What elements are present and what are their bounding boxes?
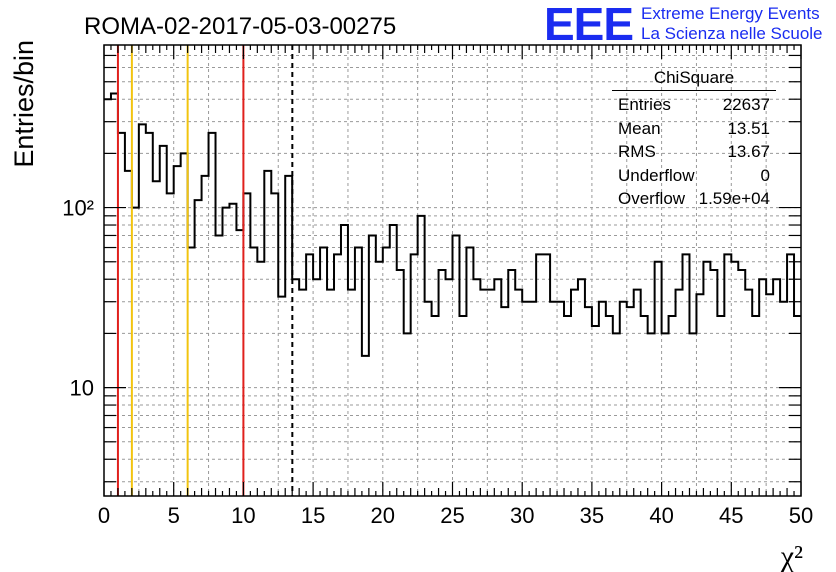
stats-title: ChiSquare — [612, 68, 776, 91]
histogram-bars — [104, 92, 801, 357]
stats-row-entries: Entries 22637 — [612, 93, 776, 117]
stats-label: Entries — [618, 95, 671, 114]
axis-ticks — [103, 45, 802, 496]
stats-label: RMS — [618, 142, 656, 161]
chart-title: ROMA-02-2017-05-03-00275 — [84, 13, 396, 40]
stats-label: Underflow — [618, 165, 695, 185]
stats-label: Mean — [618, 118, 661, 138]
x-tick-label: 10 — [231, 503, 255, 528]
eee-logo: EEE Extreme Energy Events La Scienza nel… — [544, 0, 823, 50]
grid-lines — [104, 45, 801, 496]
y-tick-label: 10² — [62, 196, 94, 221]
stats-value: 0 — [760, 165, 770, 185]
x-tick-label: 35 — [580, 503, 604, 528]
x-tick-label: 25 — [440, 503, 464, 528]
stats-row-overflow: Overflow 1.59e+04 — [612, 187, 776, 211]
stats-label: Overflow — [618, 189, 686, 208]
x-tick-label: 15 — [301, 503, 325, 528]
x-tick-label: 45 — [719, 503, 743, 528]
y-tick-label: 10 — [70, 376, 94, 401]
eee-logo-mark: EEE — [544, 0, 634, 50]
x-tick-label: 30 — [510, 503, 534, 528]
y-axis-label: Entries/bin — [9, 40, 39, 168]
x-tick-label: 20 — [371, 503, 395, 528]
stats-value: 1.59e+04 — [698, 189, 770, 208]
x-tick-labels: 0 5 10 15 20 25 30 35 40 45 50 — [98, 503, 813, 528]
stats-value: 22637 — [722, 95, 770, 114]
stats-box: ChiSquare Entries 22637 Mean 13.51 RMS 13.6… — [612, 68, 776, 211]
stats-value: 13.51 — [727, 118, 770, 138]
histogram-step-line — [104, 92, 801, 357]
reference-lines — [116, 45, 294, 496]
stats-row-mean: Mean 13.51 — [612, 117, 776, 141]
logo-line-1: Extreme Energy Events — [641, 4, 820, 23]
stats-row-rms: RMS 13.67 — [612, 140, 776, 164]
x-tick-label: 40 — [649, 503, 673, 528]
stats-row-underflow: Underflow 0 — [612, 164, 776, 188]
stats-value: 13.67 — [727, 142, 770, 161]
x-tick-label: 50 — [789, 503, 813, 528]
y-tick-labels: 10 10² — [62, 196, 94, 401]
x-axis-label: χ² — [780, 540, 803, 572]
logo-line-2: La Scienza nelle Scuole — [641, 24, 823, 43]
eee-logo-text: Extreme Energy Events La Scienza nelle S… — [641, 4, 822, 44]
x-tick-label: 5 — [168, 503, 180, 528]
x-tick-label: 0 — [98, 503, 110, 528]
